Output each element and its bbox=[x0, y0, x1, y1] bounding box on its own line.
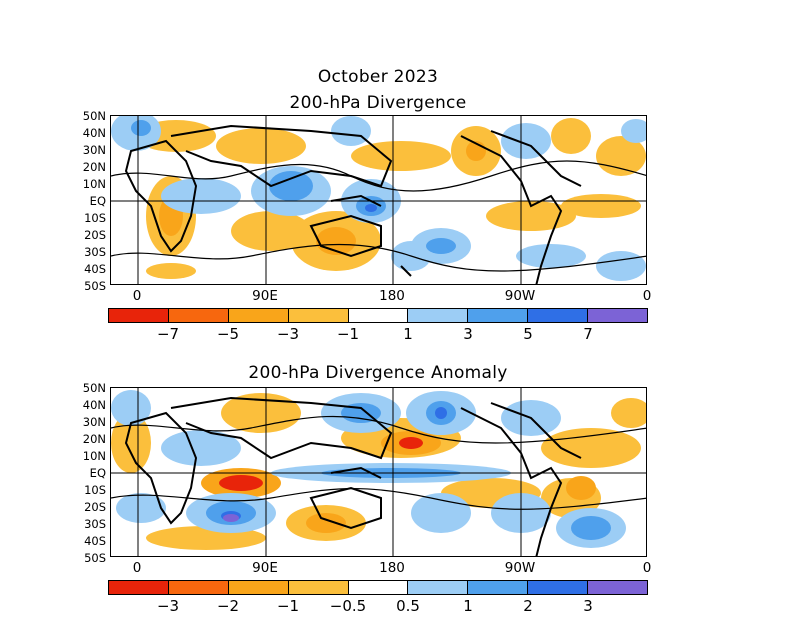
lat-label: 50N bbox=[82, 109, 106, 123]
colorbar-swatch bbox=[348, 309, 409, 322]
lat-label: 20S bbox=[84, 500, 106, 514]
lat-label: 20N bbox=[82, 432, 106, 446]
lon-label: 0 bbox=[132, 560, 142, 576]
colorbar-swatch bbox=[528, 581, 589, 594]
panel-title-divergence-anomaly: 200-hPa Divergence Anomaly bbox=[248, 363, 508, 383]
colorbar-label: −3 bbox=[276, 325, 300, 343]
lat-label: 10S bbox=[84, 483, 106, 497]
colorbar-label: −7 bbox=[156, 325, 180, 343]
main-title: October 2023 bbox=[317, 67, 439, 87]
colorbar-swatch bbox=[228, 309, 289, 322]
colorbar-swatch bbox=[109, 309, 169, 322]
colorbar-swatch bbox=[288, 309, 349, 322]
lat-label: EQ bbox=[89, 466, 106, 480]
colorbar-swatch bbox=[408, 309, 469, 322]
lon-label: 90E bbox=[252, 288, 278, 304]
lat-label: EQ bbox=[89, 194, 106, 208]
colorbar-label: 7 bbox=[583, 325, 593, 343]
colorbar-swatch bbox=[228, 581, 289, 594]
lat-label: 50S bbox=[84, 551, 106, 565]
lat-label: 10S bbox=[84, 211, 106, 225]
colorbar-swatch bbox=[109, 581, 169, 594]
colorbar-swatch bbox=[468, 309, 529, 322]
lat-label: 40N bbox=[82, 126, 106, 140]
colorbar-label: 0.5 bbox=[396, 597, 420, 615]
colorbar-swatch bbox=[528, 309, 589, 322]
colorbar-label: 1 bbox=[463, 597, 473, 615]
lon-label: 180 bbox=[379, 560, 405, 576]
lat-label: 50S bbox=[84, 279, 106, 293]
colorbar-swatch bbox=[588, 309, 648, 322]
colorbar-swatch bbox=[408, 581, 469, 594]
colorbar-label: −1 bbox=[336, 325, 360, 343]
lon-label: 180 bbox=[379, 288, 405, 304]
colorbar-label: −5 bbox=[216, 325, 240, 343]
divergence-anomaly-map bbox=[110, 387, 647, 557]
colorbar-swatch bbox=[348, 581, 409, 594]
colorbar-swatch bbox=[288, 581, 349, 594]
lat-label: 40S bbox=[84, 534, 106, 548]
lat-label: 50N bbox=[82, 381, 106, 395]
colorbar-label: 5 bbox=[523, 325, 533, 343]
colorbar-swatch bbox=[588, 581, 648, 594]
colorbar-swatch bbox=[468, 581, 529, 594]
colorbar-swatch bbox=[168, 309, 229, 322]
colorbar-divergence bbox=[108, 308, 648, 323]
divergence-map-field bbox=[111, 116, 646, 284]
colorbar-swatch bbox=[168, 581, 229, 594]
lon-label: 90W bbox=[504, 288, 536, 304]
lat-label: 20S bbox=[84, 228, 106, 242]
lat-label: 10N bbox=[82, 177, 106, 191]
lon-label: 0 bbox=[132, 288, 142, 304]
lat-label: 30S bbox=[84, 517, 106, 531]
colorbar-label: −0.5 bbox=[329, 597, 367, 615]
colorbar-divergence-anomaly bbox=[108, 580, 648, 595]
lat-label: 10N bbox=[82, 449, 106, 463]
colorbar-label: 3 bbox=[463, 325, 473, 343]
colorbar-label: −2 bbox=[216, 597, 240, 615]
colorbar-label: −1 bbox=[276, 597, 300, 615]
colorbar-label: 3 bbox=[583, 597, 593, 615]
colorbar-label: 2 bbox=[523, 597, 533, 615]
lon-label: 0 bbox=[642, 288, 652, 304]
colorbar-label: 1 bbox=[403, 325, 413, 343]
lon-label: 90W bbox=[504, 560, 536, 576]
divergence-map bbox=[110, 115, 647, 285]
divergence-anomaly-map-field bbox=[111, 388, 646, 556]
lon-label: 0 bbox=[642, 560, 652, 576]
lat-label: 40S bbox=[84, 262, 106, 276]
panel-title-divergence: 200-hPa Divergence bbox=[289, 93, 467, 113]
lat-label: 40N bbox=[82, 398, 106, 412]
colorbar-label: −3 bbox=[156, 597, 180, 615]
lat-label: 30S bbox=[84, 245, 106, 259]
lat-label: 30N bbox=[82, 143, 106, 157]
lon-label: 90E bbox=[252, 560, 278, 576]
lat-label: 20N bbox=[82, 160, 106, 174]
lat-label: 30N bbox=[82, 415, 106, 429]
